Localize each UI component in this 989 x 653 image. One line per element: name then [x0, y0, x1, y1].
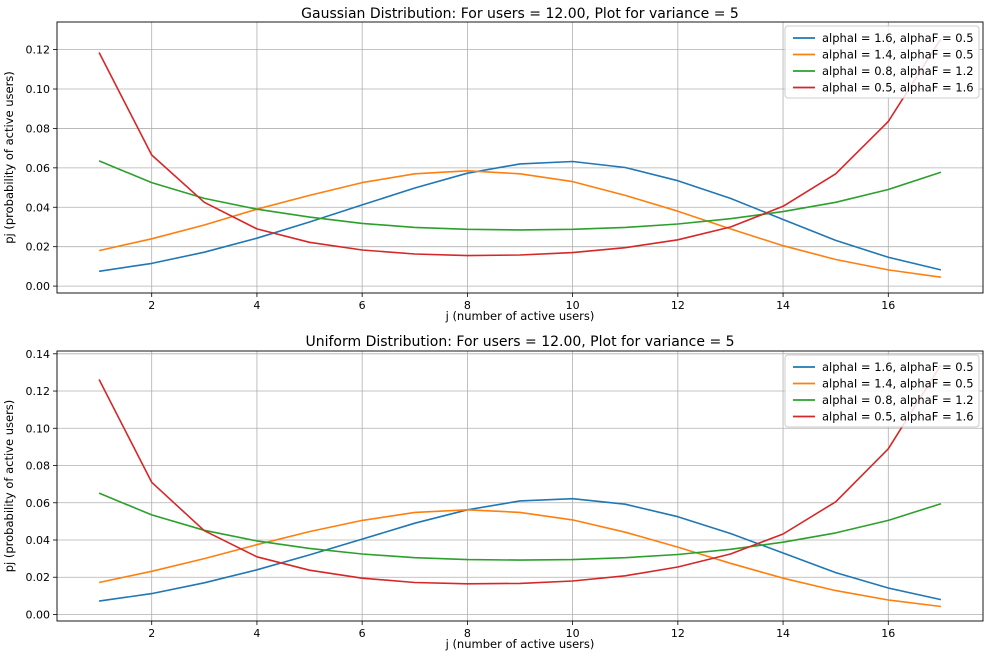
legend: alphaI = 1.6, alphaF = 0.5 alphaI = 1.4, … [784, 25, 980, 99]
series-line-2 [98, 170, 942, 278]
series-line-3 [98, 492, 942, 561]
y-axis-label: pj (probability of active users) [2, 71, 16, 244]
chart-title: Uniform Distribution: For users = 12.00,… [305, 334, 734, 350]
legend-label-2: alphaI = 1.4, alphaF = 0.5 [822, 377, 974, 391]
x-tick-label: 4 [253, 627, 260, 640]
x-tick-label: 4 [253, 299, 260, 312]
chart-panel-2: 2 4 6 8 10 12 14 16 0.00 0.02 0.04 0.06 0.08 0.10 0.12… [2, 334, 984, 651]
y-tick-label: 0.02 [26, 241, 51, 254]
plot-frame [56, 21, 984, 294]
x-tick-label: 14 [776, 627, 790, 640]
y-tick-label: 0.10 [26, 422, 51, 435]
y-tick-label: 0.08 [26, 122, 51, 135]
x-tick-label: 12 [671, 627, 685, 640]
legend-label-1: alphaI = 1.6, alphaF = 0.5 [822, 360, 974, 374]
legend-label-4: alphaI = 0.5, alphaF = 1.6 [822, 410, 974, 424]
y-axis-label: pj (probability of active users) [2, 400, 16, 573]
legend-label-3: alphaI = 0.8, alphaF = 1.2 [822, 393, 974, 407]
series-line-1 [98, 497, 942, 602]
series-line-4 [98, 38, 942, 257]
x-tick-label: 10 [566, 299, 580, 312]
x-tick-label: 10 [566, 627, 580, 640]
legend: alphaI = 1.6, alphaF = 0.5 alphaI = 1.4, … [784, 354, 980, 428]
y-tick-label: 0.04 [26, 201, 51, 214]
x-axis-label: j (number of active users) [445, 309, 595, 323]
legend-label-2: alphaI = 1.4, alphaF = 0.5 [822, 48, 974, 62]
x-tick-label: 2 [148, 299, 155, 312]
x-tick-label: 8 [464, 299, 471, 312]
x-tick-label: 12 [671, 299, 685, 312]
series-line-1 [98, 160, 942, 273]
plot-frame [56, 350, 984, 622]
y-tick-label: 0.06 [26, 162, 51, 175]
y-tick-label: 0.14 [26, 348, 51, 361]
legend-label-4: alphaI = 0.5, alphaF = 1.6 [822, 81, 974, 95]
y-tick-label: 0.08 [26, 460, 51, 473]
legend-label-1: alphaI = 1.6, alphaF = 0.5 [822, 31, 974, 45]
legend-box [784, 25, 980, 99]
x-tick-label: 6 [359, 299, 366, 312]
x-tick-label: 16 [881, 299, 895, 312]
chart-title: Gaussian Distribution: For users = 12.00… [301, 6, 739, 22]
y-tick-label: 0.10 [26, 83, 51, 96]
x-axis-label: j (number of active users) [445, 637, 595, 651]
legend-box [784, 354, 980, 428]
y-tick-label: 0.04 [26, 534, 51, 547]
x-tick-label: 6 [359, 627, 366, 640]
series-line-2 [98, 508, 941, 608]
legend-label-3: alphaI = 0.8, alphaF = 1.2 [822, 64, 974, 78]
chart-panel-1: 2 4 6 8 10 12 14 16 0.00 0.02 0.04 0.06 0.08 0.10 0.12… [2, 6, 984, 323]
y-tick-label: 0.12 [26, 44, 51, 57]
y-tick-label: 0.06 [26, 497, 51, 510]
y-tick-label: 0.00 [26, 608, 51, 621]
x-tick-label: 2 [148, 627, 155, 640]
y-tick-label: 0.00 [26, 280, 51, 293]
y-tick-label: 0.02 [26, 571, 51, 584]
x-tick-label: 8 [464, 627, 471, 640]
y-tick-label: 0.12 [26, 385, 51, 398]
x-tick-label: 16 [881, 627, 895, 640]
series-line-3 [98, 160, 942, 231]
x-tick-label: 14 [776, 299, 790, 312]
series-line-4 [98, 364, 942, 585]
